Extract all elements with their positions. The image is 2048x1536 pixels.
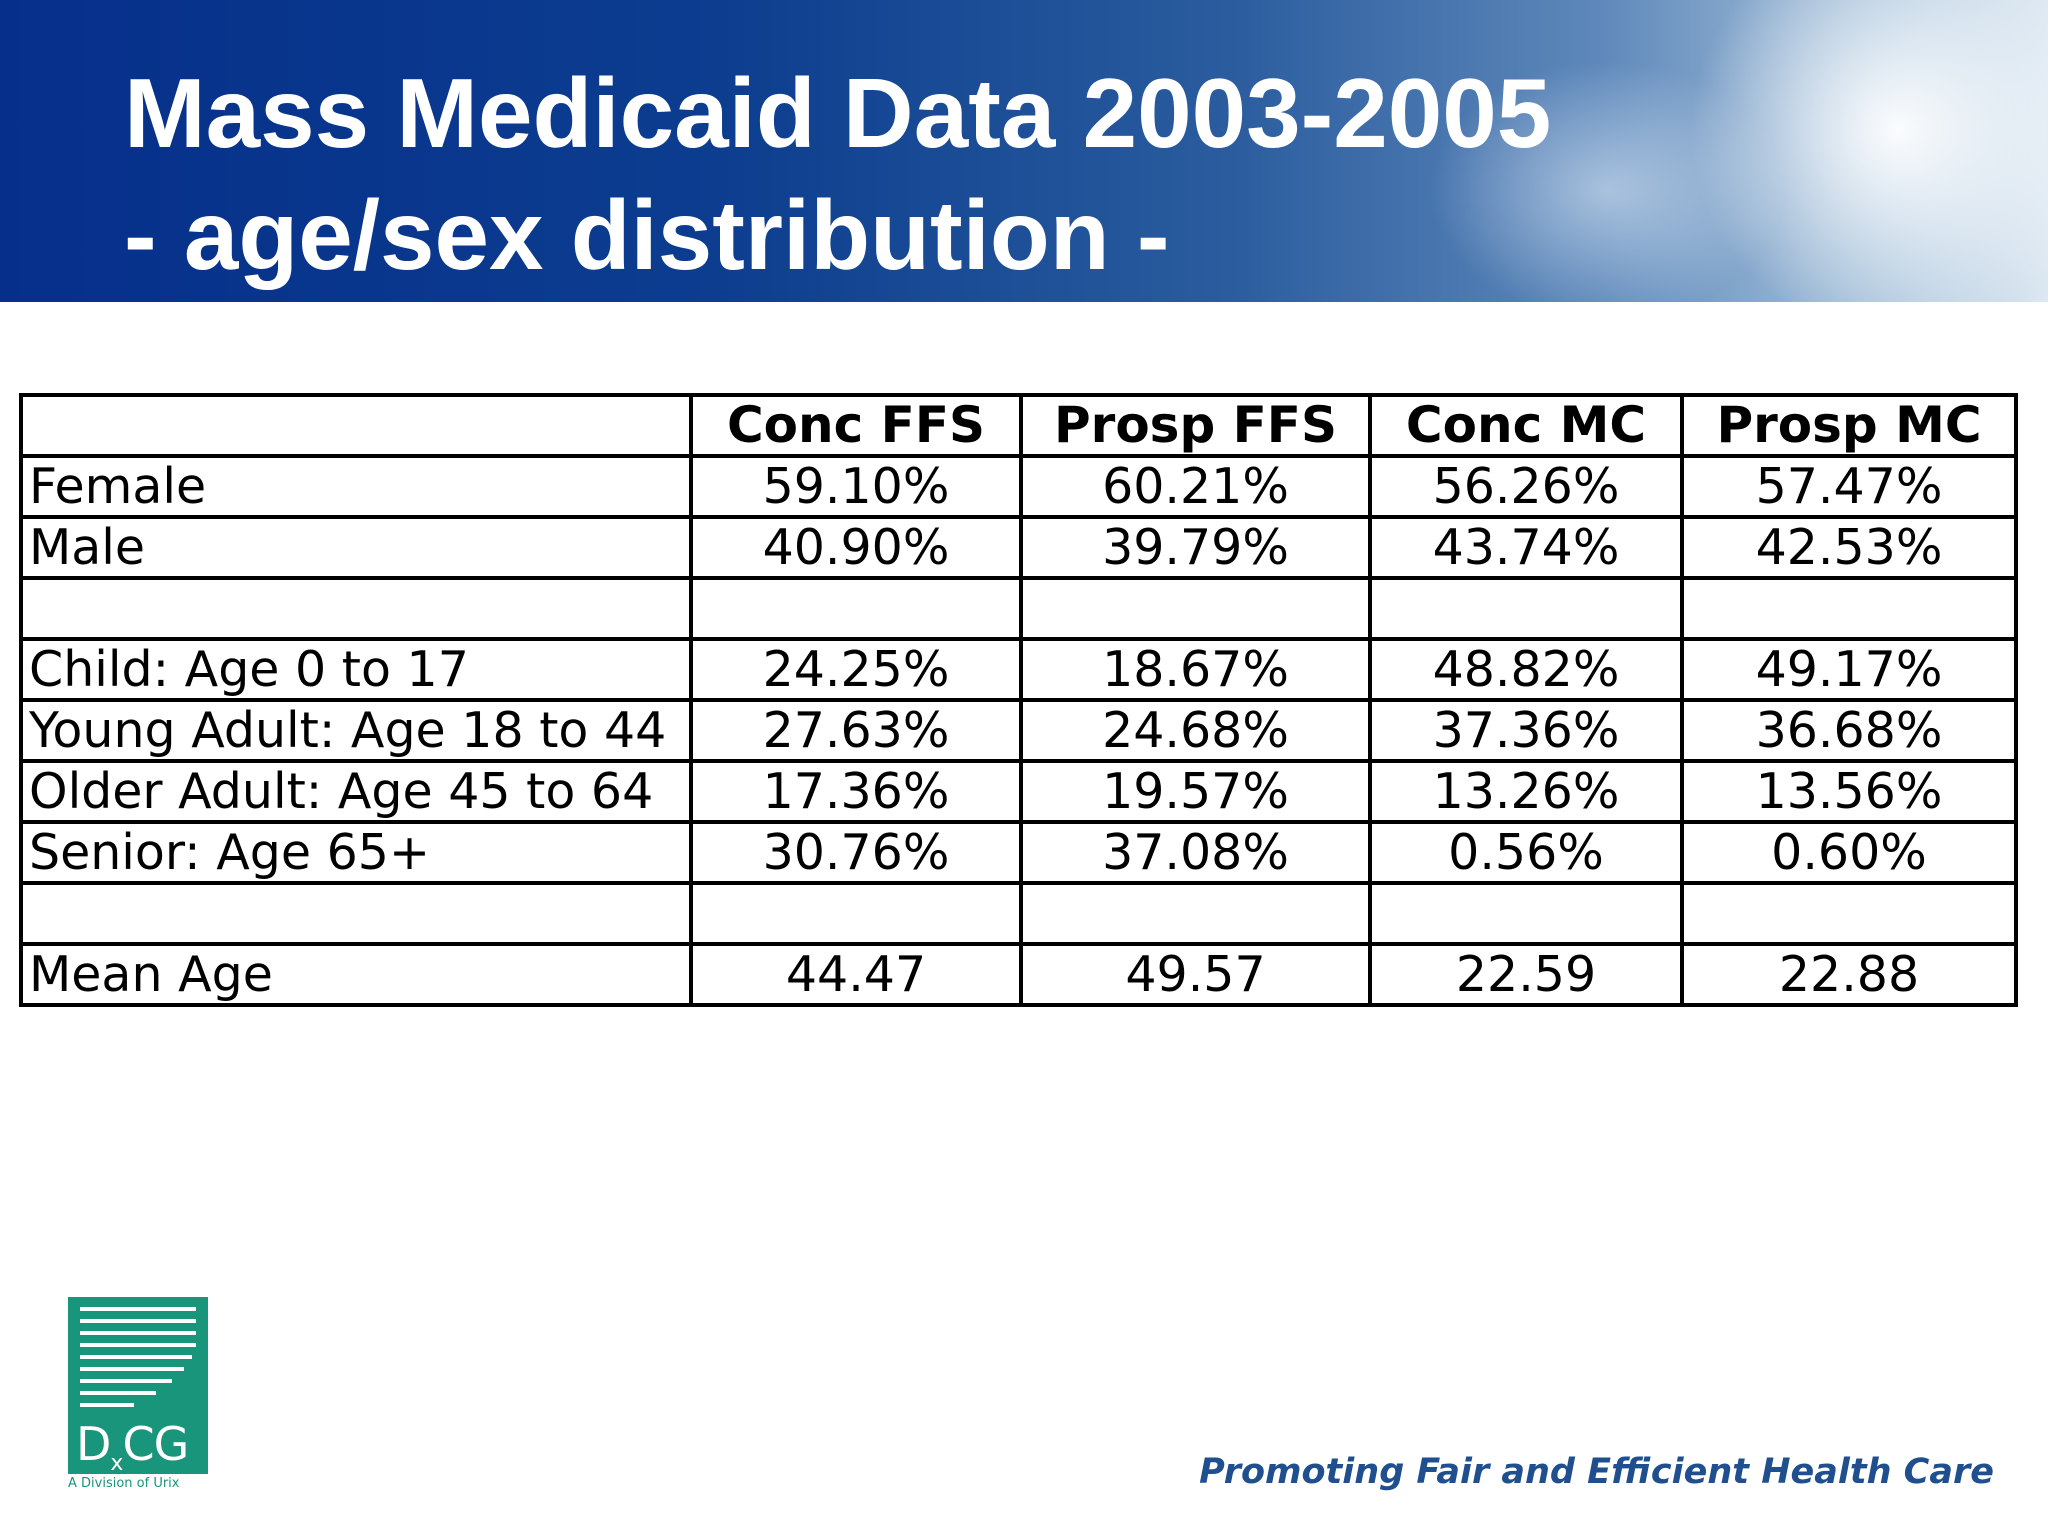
table-row-spacer [19,576,2018,641]
logo-stripe [80,1403,134,1407]
age-sex-distribution-table: Conc FFS Prosp FFS Conc MC Prosp MC Fema… [19,393,2018,1007]
cell-prosp-mc [1680,576,2018,641]
cell-prosp-ffs: 19.57% [1019,759,1372,824]
table-row-older-adult: Older Adult: Age 45 to 64 17.36% 19.57% … [19,759,2018,824]
cell-conc-mc: 0.56% [1368,820,1684,885]
cell-prosp-ffs: 18.67% [1019,637,1372,702]
table-row-male: Male 40.90% 39.79% 43.74% 42.53% [19,515,2018,580]
cell-conc-mc: 22.59 [1368,942,1684,1007]
cell-conc-ffs: 24.25% [689,637,1023,702]
logo-stripe [80,1331,196,1335]
logo-subtitle: A Division of Urix [68,1476,180,1491]
row-label: Male [19,515,693,580]
row-label: Child: Age 0 to 17 [19,637,693,702]
cell-conc-ffs: 17.36% [689,759,1023,824]
row-label: Mean Age [19,942,693,1007]
cell-conc-mc: 37.36% [1368,698,1684,763]
row-label [19,881,693,946]
cell-prosp-mc [1680,881,2018,946]
table-row-mean-age: Mean Age 44.47 49.57 22.59 22.88 [19,942,2018,1007]
slide-title: Mass Medicaid Data 2003-2005 - age/sex d… [124,52,1551,296]
header-prosp-mc: Prosp MC [1680,393,2018,458]
cell-prosp-ffs: 24.68% [1019,698,1372,763]
cell-conc-ffs: 30.76% [689,820,1023,885]
logo-stripe [80,1379,172,1383]
dxcg-logo-mark: DxCG [68,1297,208,1474]
logo-stripe [80,1391,156,1395]
cell-prosp-mc: 57.47% [1680,454,2018,519]
cell-prosp-mc: 42.53% [1680,515,2018,580]
header-prosp-ffs: Prosp FFS [1019,393,1372,458]
table-row-senior: Senior: Age 65+ 30.76% 37.08% 0.56% 0.60… [19,820,2018,885]
row-label: Female [19,454,693,519]
cell-prosp-mc: 49.17% [1680,637,2018,702]
cell-conc-mc: 13.26% [1368,759,1684,824]
logo-stripe [80,1355,192,1359]
cell-prosp-mc: 0.60% [1680,820,2018,885]
cell-prosp-ffs: 39.79% [1019,515,1372,580]
table-row-female: Female 59.10% 60.21% 56.26% 57.47% [19,454,2018,519]
cell-prosp-ffs: 60.21% [1019,454,1372,519]
cell-prosp-ffs [1019,881,1372,946]
cell-prosp-mc: 13.56% [1680,759,2018,824]
table-row-spacer [19,881,2018,946]
table-row-child: Child: Age 0 to 17 24.25% 18.67% 48.82% … [19,637,2018,702]
banner-cloud-glow [1428,60,1788,302]
cell-conc-ffs [689,576,1023,641]
cell-prosp-mc: 22.88 [1680,942,2018,1007]
cell-conc-mc: 48.82% [1368,637,1684,702]
header-blank-cell [19,393,693,458]
cell-prosp-ffs: 37.08% [1019,820,1372,885]
cell-conc-ffs: 44.47 [689,942,1023,1007]
cell-conc-mc [1368,881,1684,946]
logo-stripe [80,1343,196,1347]
header-conc-ffs: Conc FFS [689,393,1023,458]
slide-title-line-1: Mass Medicaid Data 2003-2005 [124,58,1552,168]
slide-title-line-2: - age/sex distribution - [124,180,1170,290]
cell-conc-ffs [689,881,1023,946]
footer-tagline: Promoting Fair and Efficient Health Care [1199,1452,1994,1492]
dxcg-logo: DxCG A Division of Urix [68,1297,208,1492]
row-label [19,576,693,641]
cell-conc-ffs: 59.10% [689,454,1023,519]
table-header-row: Conc FFS Prosp FFS Conc MC Prosp MC [19,393,2018,458]
cell-conc-ffs: 27.63% [689,698,1023,763]
row-label: Older Adult: Age 45 to 64 [19,759,693,824]
cell-conc-mc: 43.74% [1368,515,1684,580]
logo-stripe [80,1367,184,1371]
cell-prosp-ffs: 49.57 [1019,942,1372,1007]
logo-wordmark: DxCG [76,1417,189,1474]
title-banner: Mass Medicaid Data 2003-2005 - age/sex d… [0,0,2048,302]
row-label: Senior: Age 65+ [19,820,693,885]
table-row-young-adult: Young Adult: Age 18 to 44 27.63% 24.68% … [19,698,2018,763]
logo-stripe [80,1319,196,1323]
cell-prosp-mc: 36.68% [1680,698,2018,763]
cell-conc-mc: 56.26% [1368,454,1684,519]
cell-conc-mc [1368,576,1684,641]
cell-conc-ffs: 40.90% [689,515,1023,580]
cell-prosp-ffs [1019,576,1372,641]
row-label: Young Adult: Age 18 to 44 [19,698,693,763]
logo-stripe [80,1307,196,1311]
header-conc-mc: Conc MC [1368,393,1684,458]
